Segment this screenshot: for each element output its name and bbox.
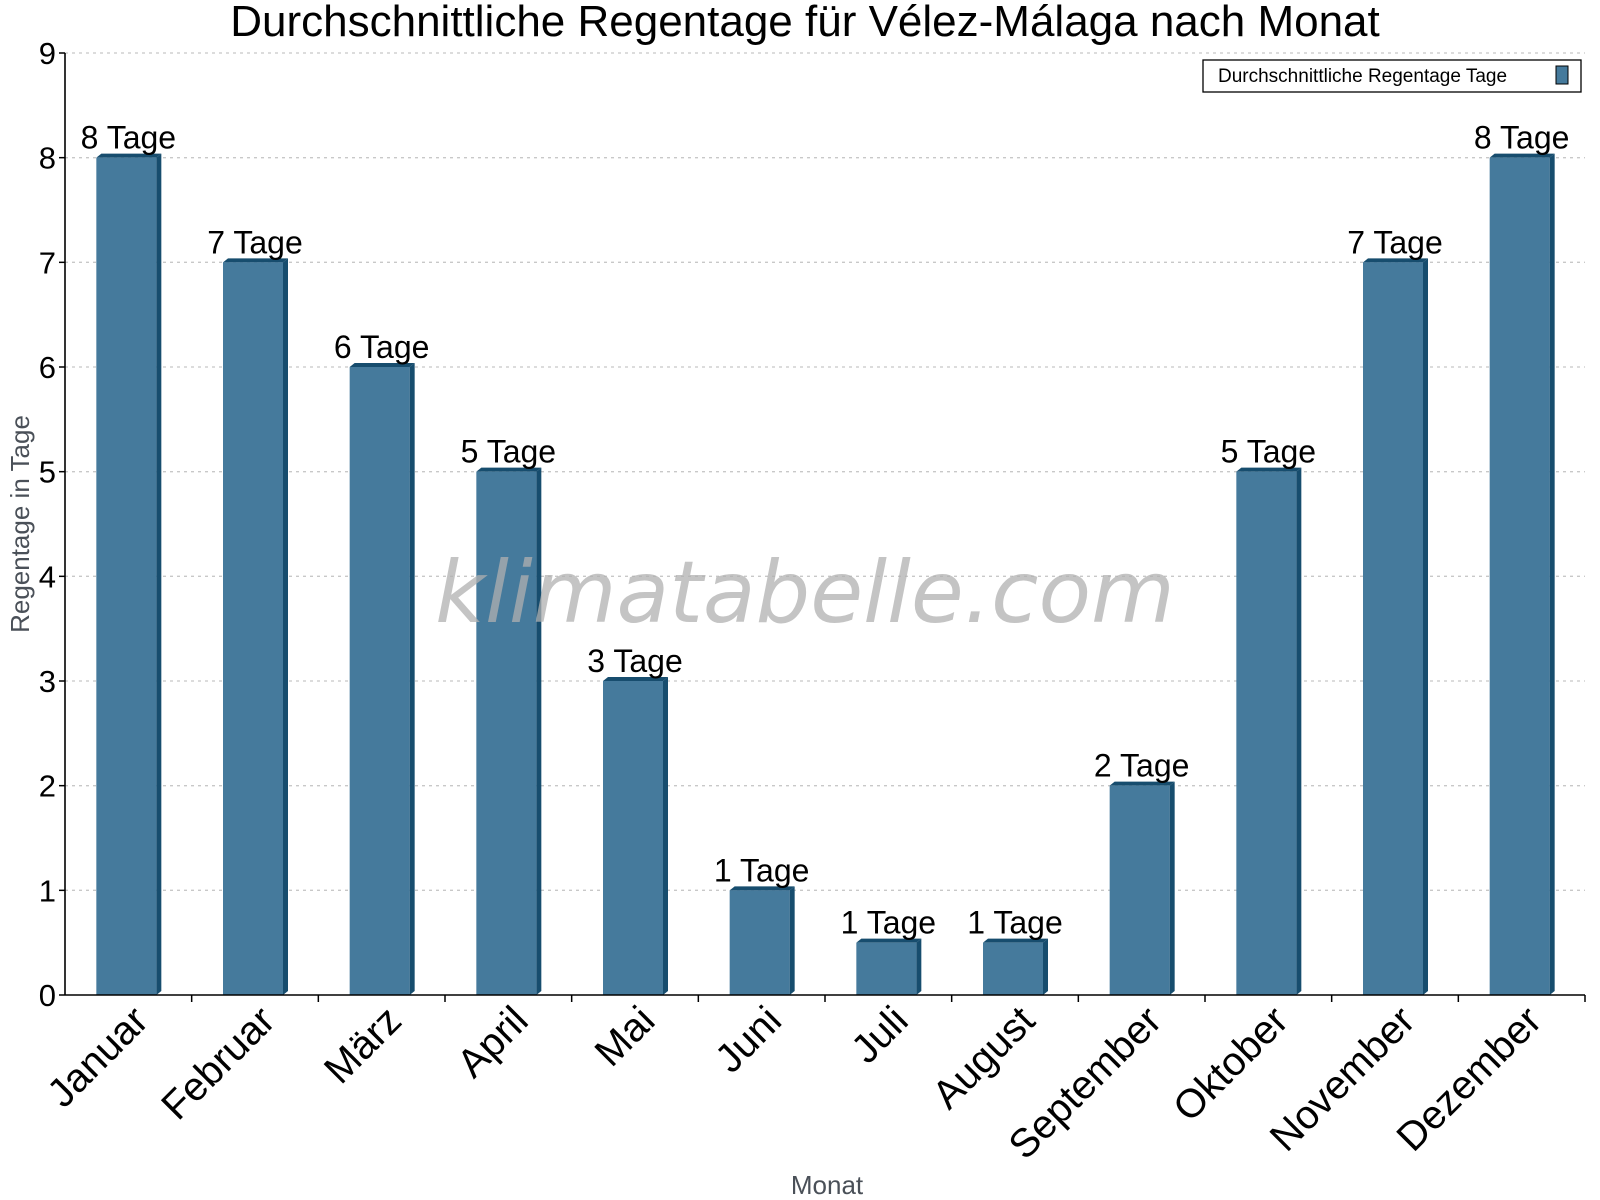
bar-november: [1363, 258, 1428, 995]
legend-swatch: [1556, 66, 1568, 84]
y-axis-title: Regentage in Tage: [5, 415, 35, 633]
value-label: 6 Tage: [334, 329, 430, 365]
chart-title: Durchschnittliche Regentage für Vélez-Má…: [230, 0, 1380, 46]
bar-juni: [730, 886, 795, 995]
bar-februar: [223, 258, 288, 995]
x-tick-label: Juni: [707, 998, 790, 1081]
value-label: 8 Tage: [81, 120, 177, 156]
bar-dezember: [1490, 154, 1555, 995]
value-label: 1 Tage: [841, 905, 937, 941]
value-label: 5 Tage: [461, 434, 557, 470]
x-tick-label: Februar: [153, 998, 283, 1128]
bar-juli: [856, 939, 921, 995]
value-label: 8 Tage: [1474, 120, 1570, 156]
x-tick-label: Januar: [39, 998, 157, 1116]
x-tick-label: März: [316, 998, 410, 1092]
x-axis-title: Monat: [791, 1170, 864, 1200]
bar-januar: [96, 154, 161, 995]
value-label: 2 Tage: [1094, 748, 1190, 784]
y-tick-label: 0: [39, 978, 56, 1013]
legend-label: Durchschnittliche Regentage Tage: [1218, 66, 1507, 87]
value-label: 1 Tage: [714, 852, 810, 888]
y-tick-label: 8: [39, 141, 56, 176]
bar-märz: [350, 363, 415, 995]
chart: Durchschnittliche Regentage für Vélez-Má…: [0, 0, 1600, 1200]
y-tick-label: 4: [39, 559, 56, 594]
value-labels: 8 Tage 7 Tage 6 Tage 5 Tage 3 Tage 1 Tage 1 Ta…: [81, 120, 1570, 941]
x-tick-label: Juli: [843, 998, 917, 1072]
y-tick-label: 5: [39, 455, 56, 490]
y-tick-label: 2: [39, 769, 56, 804]
legend: Durchschnittliche Regentage Tage: [1203, 60, 1581, 92]
bar-september: [1110, 782, 1175, 995]
value-label: 5 Tage: [1221, 434, 1317, 470]
bar-august: [983, 939, 1048, 995]
y-tick-label: 6: [39, 350, 56, 385]
y-tick-label: 7: [39, 245, 56, 280]
x-tick-label: Mai: [587, 998, 664, 1075]
x-tick-label: April: [449, 998, 537, 1086]
value-label: 3 Tage: [587, 643, 683, 679]
gridlines: [65, 53, 1585, 890]
x-tick-label: August: [924, 998, 1043, 1117]
y-tick-label: 9: [39, 36, 56, 71]
value-label: 1 Tage: [967, 905, 1063, 941]
bar-oktober: [1236, 468, 1301, 995]
bar-mai: [603, 677, 668, 995]
value-label: 7 Tage: [1347, 224, 1443, 260]
x-tick-label: Oktober: [1165, 998, 1297, 1130]
y-tick-label: 3: [39, 664, 56, 699]
y-tick-label: 1: [39, 873, 56, 908]
value-label: 7 Tage: [207, 224, 303, 260]
watermark: klimatabelle.com: [435, 543, 1175, 643]
